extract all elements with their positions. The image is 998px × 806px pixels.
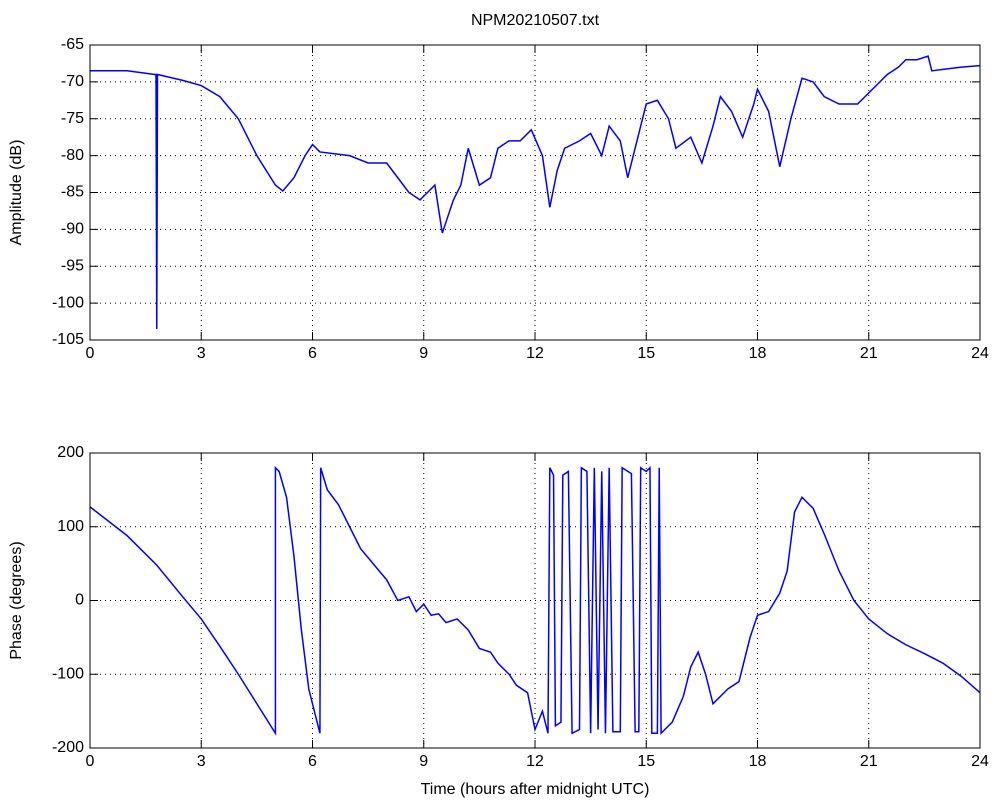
axes-box xyxy=(89,452,981,749)
x-tick-label: 6 xyxy=(308,345,317,362)
x-tick-label: 18 xyxy=(749,753,767,770)
x-tick-label: 24 xyxy=(971,345,989,362)
x-tick-label: 12 xyxy=(526,345,544,362)
x-tick-label: 24 xyxy=(971,753,989,770)
x-tick-label: 21 xyxy=(860,345,878,362)
y-tick-label: -65 xyxy=(61,36,84,53)
y-axis-label: Amplitude (dB) xyxy=(8,140,25,246)
y-axis-label: Phase (degrees) xyxy=(8,541,25,659)
x-tick-label: 9 xyxy=(419,753,428,770)
data-line xyxy=(89,465,981,736)
x-tick-label: 9 xyxy=(419,345,428,362)
y-tick-label: -105 xyxy=(52,331,84,348)
y-tick-label: -85 xyxy=(61,184,84,201)
x-tick-label: 0 xyxy=(86,753,95,770)
x-axis-label: Time (hours after midnight UTC) xyxy=(421,781,650,798)
axes-box xyxy=(89,44,981,341)
y-tick-label: -80 xyxy=(61,147,84,164)
y-tick-label: 100 xyxy=(57,518,84,535)
chart-title: NPM20210507.txt xyxy=(471,12,600,29)
y-tick-label: 0 xyxy=(75,592,84,609)
x-tick-label: 12 xyxy=(526,753,544,770)
y-tick-label: -100 xyxy=(52,665,84,682)
y-tick-label: -75 xyxy=(61,110,84,127)
x-tick-label: 18 xyxy=(749,345,767,362)
x-tick-label: 15 xyxy=(637,345,655,362)
x-tick-label: 21 xyxy=(860,753,878,770)
data-line xyxy=(90,55,981,329)
y-tick-label: -100 xyxy=(52,294,84,311)
x-tick-label: 3 xyxy=(197,753,206,770)
y-tick-label: -95 xyxy=(61,257,84,274)
y-tick-label: 200 xyxy=(57,444,84,461)
y-tick-label: -90 xyxy=(61,221,84,238)
y-tick-label: -200 xyxy=(52,739,84,756)
x-tick-label: 15 xyxy=(637,753,655,770)
x-tick-label: 3 xyxy=(197,345,206,362)
x-tick-label: 6 xyxy=(308,753,317,770)
y-tick-label: -70 xyxy=(61,73,84,90)
x-tick-label: 0 xyxy=(86,345,95,362)
